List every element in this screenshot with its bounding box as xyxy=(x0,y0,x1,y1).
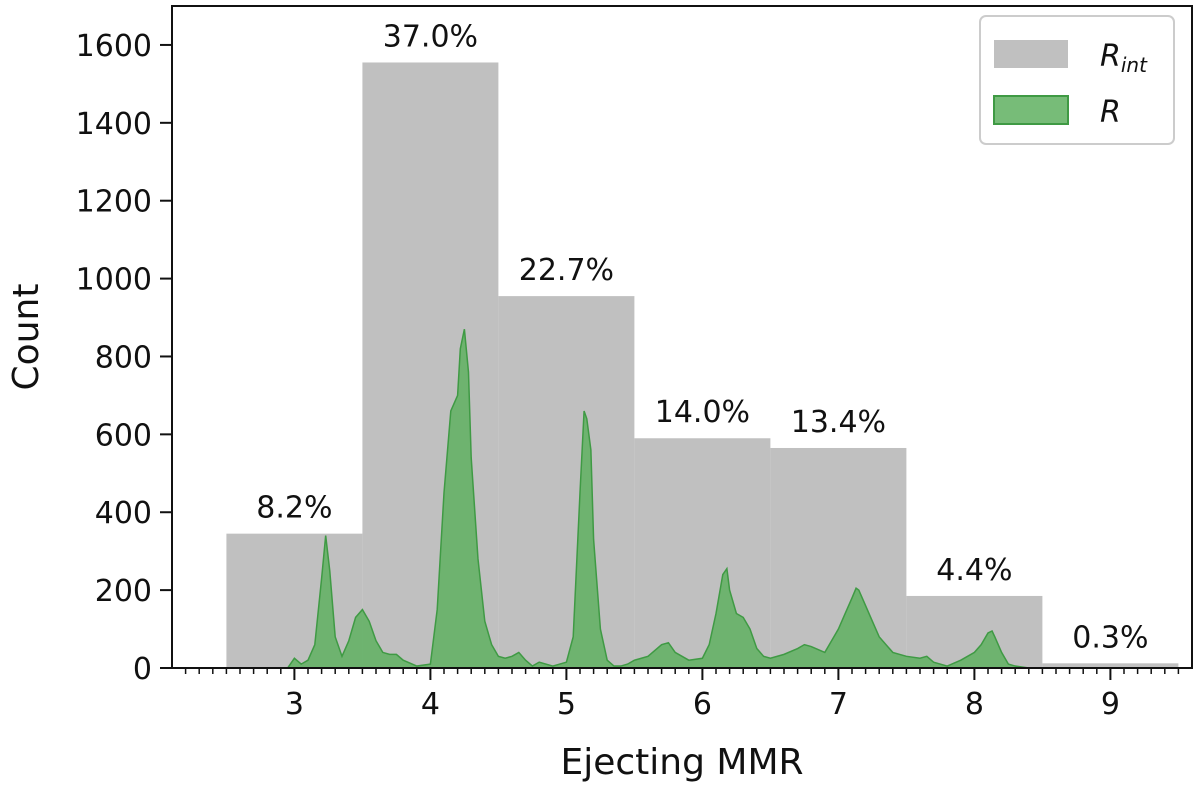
legend-label-rint-sub: int xyxy=(1121,53,1148,77)
legend-swatch-r xyxy=(993,95,1069,125)
r-area-path xyxy=(226,329,1179,669)
bar-percent-label-4: 37.0% xyxy=(383,19,478,54)
x-tick-label-9: 9 xyxy=(1101,687,1120,722)
y-tick-label-1000: 1000 xyxy=(76,263,152,298)
bar-percent-label-9: 0.3% xyxy=(1072,620,1148,655)
y-tick-label-0: 0 xyxy=(133,652,152,687)
legend-label-rint-main: R xyxy=(1100,39,1121,74)
legend-label-rint: Rint xyxy=(1100,39,1148,77)
x-tick-label-3: 3 xyxy=(285,687,304,722)
y-tick-label-400: 400 xyxy=(95,496,152,531)
rint-bar-5 xyxy=(498,296,635,668)
legend-label-r: R xyxy=(1100,95,1121,130)
legend: Rint R xyxy=(979,15,1175,145)
bar-percent-label-8: 4.4% xyxy=(936,553,1012,588)
y-axis-label: Count xyxy=(6,284,47,391)
x-tick-label-7: 7 xyxy=(829,687,848,722)
bar-percent-label-3: 8.2% xyxy=(256,491,332,526)
y-tick-label-200: 200 xyxy=(95,574,152,609)
rint-bar-3 xyxy=(226,533,363,668)
y-tick-label-600: 600 xyxy=(95,418,152,453)
y-tick-label-800: 800 xyxy=(95,340,152,375)
x-axis-label: Ejecting MMR xyxy=(560,742,803,783)
bar-percent-label-7: 13.4% xyxy=(791,405,886,440)
x-tick-label-8: 8 xyxy=(965,687,984,722)
bar-percent-label-5: 22.7% xyxy=(519,253,614,288)
legend-swatch-rint xyxy=(994,40,1068,68)
legend-label-r-main: R xyxy=(1100,95,1121,130)
y-axis-ticks: 0 200 400 600 800 1000 1200 1400 1600 xyxy=(76,29,172,687)
x-tick-label-5: 5 xyxy=(557,687,576,722)
rint-bar-9 xyxy=(1042,663,1179,668)
r-area-series xyxy=(226,329,1179,669)
y-tick-label-1200: 1200 xyxy=(76,185,152,220)
y-tick-label-1600: 1600 xyxy=(76,29,152,64)
x-axis-ticks: 3 4 5 6 7 8 9 xyxy=(184,668,1180,722)
bar-percent-label-6: 14.0% xyxy=(655,395,750,430)
plot-frame xyxy=(171,5,1193,669)
percentage-labels: 8.2% 37.0% 22.7% 14.0% 13.4% 4.4% 0.3% xyxy=(256,19,1148,655)
rint-histogram-bars xyxy=(226,62,1179,668)
x-tick-label-4: 4 xyxy=(421,687,440,722)
x-tick-label-6: 6 xyxy=(693,687,712,722)
y-tick-label-1400: 1400 xyxy=(76,107,152,142)
